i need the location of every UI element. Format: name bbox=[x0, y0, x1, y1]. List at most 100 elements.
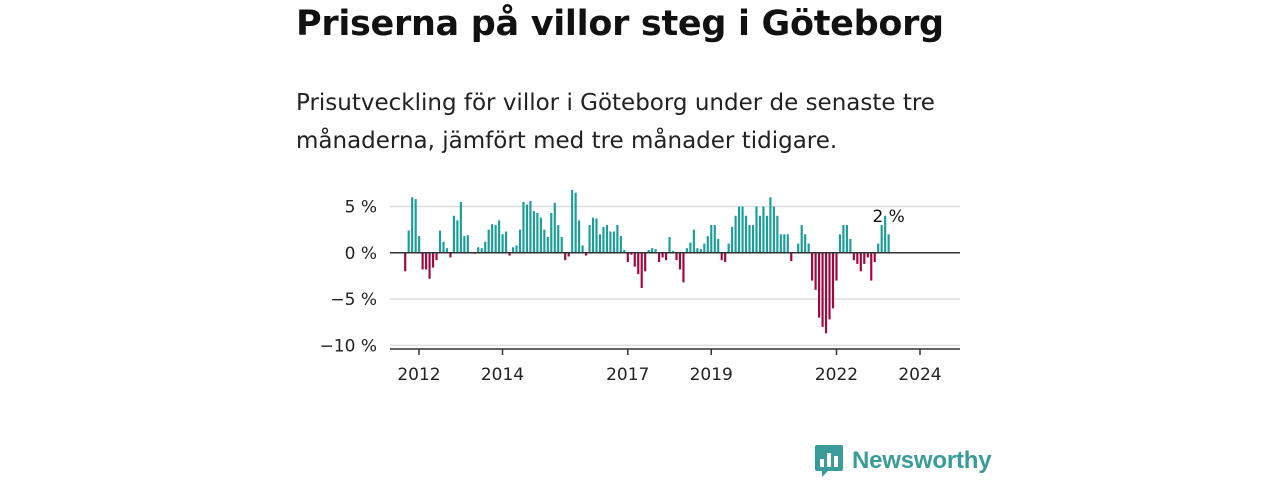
bar bbox=[668, 237, 671, 253]
bar bbox=[414, 199, 417, 253]
bar bbox=[828, 252, 831, 320]
bar bbox=[675, 252, 678, 261]
bar bbox=[654, 249, 657, 253]
bar bbox=[550, 212, 553, 253]
bar bbox=[508, 252, 511, 256]
brand-name: Newsworthy bbox=[852, 447, 992, 474]
bar bbox=[494, 225, 497, 253]
bar bbox=[588, 225, 591, 253]
bar bbox=[689, 242, 692, 253]
bar bbox=[727, 243, 730, 253]
bar bbox=[466, 235, 469, 253]
bar bbox=[491, 224, 494, 253]
bar bbox=[877, 243, 880, 253]
bar bbox=[790, 252, 793, 262]
bar bbox=[873, 252, 876, 263]
bar bbox=[644, 252, 647, 272]
bar bbox=[856, 252, 859, 264]
y-tick-label: −5 % bbox=[330, 290, 377, 310]
bar bbox=[783, 234, 786, 253]
bar bbox=[724, 252, 727, 263]
bar bbox=[421, 252, 424, 270]
bar bbox=[831, 252, 835, 309]
bar bbox=[442, 241, 445, 253]
x-tick-label: 2024 bbox=[898, 365, 941, 385]
bar bbox=[800, 225, 803, 253]
chart-title: Priserna på villor steg i Göteborg bbox=[296, 4, 944, 44]
bar bbox=[797, 243, 800, 253]
bar bbox=[776, 215, 779, 253]
bar bbox=[431, 252, 435, 268]
bar bbox=[609, 231, 612, 253]
bar bbox=[581, 245, 584, 253]
bar bbox=[734, 215, 737, 253]
bar bbox=[484, 241, 487, 253]
x-tick-label: 2022 bbox=[815, 365, 858, 385]
bar bbox=[564, 252, 567, 261]
x-tick-label: 2014 bbox=[481, 365, 524, 385]
bar bbox=[501, 234, 504, 253]
bar bbox=[755, 206, 758, 253]
bar bbox=[713, 225, 716, 253]
bar bbox=[880, 225, 883, 253]
y-tick-label: −10 % bbox=[320, 336, 377, 356]
bar bbox=[546, 237, 549, 253]
bar bbox=[769, 197, 772, 253]
bar bbox=[779, 234, 782, 253]
bar bbox=[640, 252, 643, 288]
y-tick-label: 0 % bbox=[345, 244, 377, 264]
bar bbox=[428, 252, 431, 279]
bar bbox=[838, 234, 842, 253]
bar bbox=[438, 230, 442, 253]
bar bbox=[717, 238, 720, 253]
bar bbox=[682, 252, 685, 283]
bar bbox=[612, 231, 615, 253]
bar bbox=[529, 200, 532, 253]
bar bbox=[574, 192, 577, 253]
bar bbox=[536, 212, 539, 253]
bar bbox=[811, 252, 814, 281]
bar bbox=[804, 234, 807, 253]
bar bbox=[459, 201, 462, 253]
bar bbox=[751, 225, 755, 253]
bar bbox=[525, 204, 529, 253]
bar bbox=[863, 252, 866, 264]
bar bbox=[598, 234, 602, 253]
bar bbox=[539, 217, 542, 253]
bar bbox=[814, 252, 817, 290]
bar bbox=[824, 252, 828, 334]
bar bbox=[884, 215, 887, 253]
bar bbox=[532, 211, 535, 253]
bar bbox=[637, 252, 640, 275]
bar bbox=[487, 229, 490, 253]
bar bbox=[849, 238, 852, 253]
bar bbox=[696, 248, 699, 253]
brand-logo[interactable]: Newsworthy bbox=[814, 444, 992, 478]
bar bbox=[567, 252, 570, 257]
bar bbox=[522, 201, 525, 253]
bar bbox=[685, 248, 688, 253]
bar bbox=[786, 234, 789, 253]
bar bbox=[553, 202, 556, 253]
bar bbox=[435, 252, 438, 261]
bar bbox=[515, 245, 518, 253]
bar bbox=[404, 252, 407, 272]
bar bbox=[630, 252, 633, 255]
bar bbox=[870, 252, 873, 281]
bar bbox=[835, 252, 838, 281]
bar bbox=[664, 252, 668, 261]
bar bbox=[602, 226, 605, 253]
bar bbox=[557, 225, 560, 253]
bar bbox=[738, 206, 741, 253]
bar bbox=[807, 243, 810, 253]
bar bbox=[845, 225, 848, 253]
bar bbox=[543, 229, 546, 253]
bar bbox=[449, 252, 452, 258]
bar bbox=[605, 225, 609, 253]
bar bbox=[456, 220, 459, 253]
bar bbox=[671, 250, 675, 253]
bar bbox=[623, 250, 626, 253]
x-tick-label: 2017 bbox=[606, 365, 649, 385]
bar bbox=[518, 229, 522, 253]
